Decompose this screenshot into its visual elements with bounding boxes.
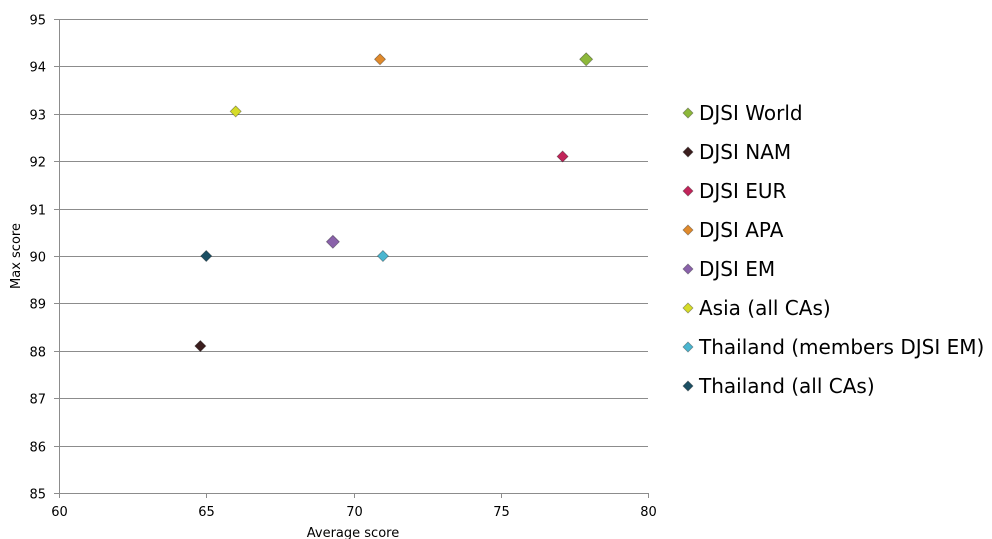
legend: DJSI World DJSI NAM DJSI EUR DJSI APA DJSI E… [682,101,984,398]
legend-marker [682,263,694,275]
data-point [579,52,594,67]
legend-label: Thailand (all CAs) [698,374,875,398]
data-point [194,339,207,353]
legend-label: DJSI APA [699,218,784,242]
legend-marker [682,380,694,392]
x-tick-label: 60 [51,505,68,520]
y-tick-label: 90 [29,251,46,266]
axes [59,19,649,498]
data-point [200,249,213,263]
x-tick-label: 65 [198,505,215,520]
legend-marker [682,107,694,119]
y-tick-label: 93 [29,109,46,124]
y-tick-label: 88 [29,346,46,361]
x-tick-label: 80 [640,505,657,520]
y-tick-label: 85 [29,488,46,503]
y-tick-label: 89 [29,298,46,313]
data-point [325,234,340,249]
data-point [229,105,242,118]
y-tick-label: 87 [29,393,46,408]
legend-marker [682,224,694,236]
y-tick-label: 86 [29,441,46,456]
gridlines [54,19,648,494]
legend-marker [682,341,694,353]
y-tick-label: 92 [29,156,46,171]
x-tick-label: 70 [346,505,363,520]
y-tick-label: 95 [29,14,46,29]
legend-label: DJSI EUR [699,179,787,203]
y-axis-title: Max score [9,223,24,289]
y-tick-label: 94 [29,61,46,76]
data-point [376,249,390,263]
y-tick-labels: 85 86 87 88 89 90 91 92 93 94 95 [29,14,46,503]
legend-marker [682,146,694,158]
legend-marker [682,302,694,314]
y-tick-label: 91 [29,204,46,219]
x-axis-title: Average score [307,526,399,539]
x-tick-label: 75 [493,505,510,520]
data-point [373,53,387,66]
legend-label: DJSI EM [699,257,775,281]
data-point [556,150,569,163]
x-tick-labels: 60 65 70 75 80 [51,505,657,520]
legend-label: DJSI NAM [699,140,791,164]
legend-label: DJSI World [699,101,803,125]
legend-marker [682,185,694,197]
data-points [194,52,594,353]
legend-label: Thailand (members DJSI EM) [698,335,984,359]
legend-label: Asia (all CAs) [699,296,831,320]
